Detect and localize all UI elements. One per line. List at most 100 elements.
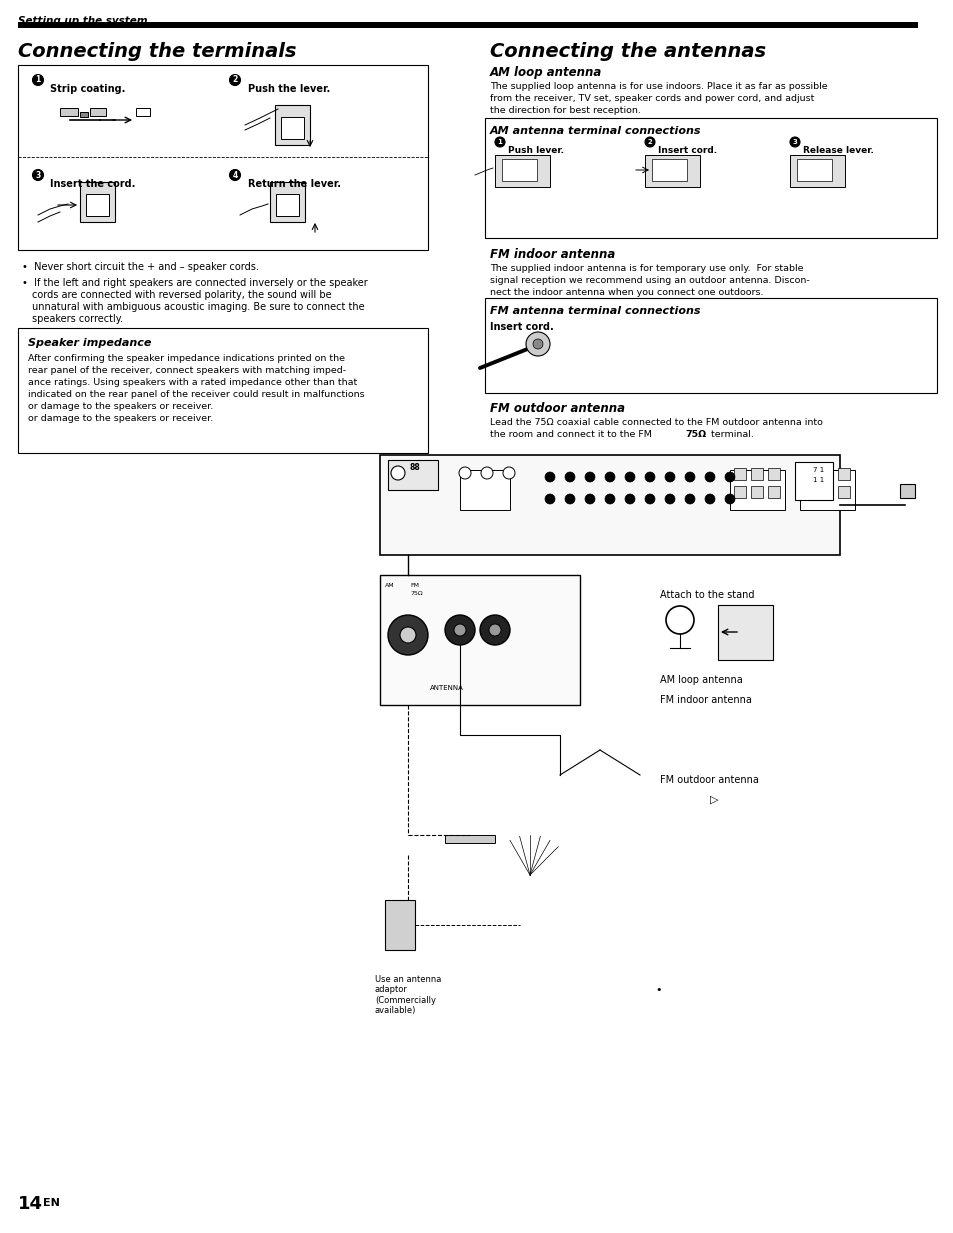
Text: •  If the left and right speakers are connected inversely or the speaker: • If the left and right speakers are con…	[22, 277, 367, 289]
Text: Insert cord.: Insert cord.	[490, 322, 553, 332]
Bar	[136, 109, 150, 116]
Text: AM loop antenna: AM loop antenna	[659, 674, 742, 686]
Circle shape	[533, 339, 542, 349]
Circle shape	[604, 494, 615, 504]
Text: 3: 3	[792, 139, 797, 145]
Text: Release lever.: Release lever.	[802, 145, 873, 155]
Text: from the receiver, TV set, speaker cords and power cord, and adjust: from the receiver, TV set, speaker cords…	[490, 94, 814, 104]
Circle shape	[495, 137, 504, 147]
Text: Lead the 75Ω coaxial cable connected to the FM outdoor antenna into: Lead the 75Ω coaxial cable connected to …	[490, 418, 822, 427]
Circle shape	[32, 74, 44, 85]
Text: or damage to the speakers or receiver.: or damage to the speakers or receiver.	[28, 402, 213, 411]
Bar	[80, 112, 88, 117]
Bar	[767, 469, 780, 480]
Text: 4: 4	[233, 170, 237, 180]
Text: 75Ω: 75Ω	[410, 591, 422, 596]
Bar	[90, 109, 106, 116]
Bar	[270, 182, 305, 222]
Text: AM loop antenna: AM loop antenna	[490, 67, 601, 79]
Text: Use an antenna
adaptor
(Commercially
available): Use an antenna adaptor (Commercially ava…	[375, 975, 441, 1015]
Text: 1: 1	[35, 75, 41, 85]
Bar	[821, 486, 832, 498]
Text: signal reception we recommend using an outdoor antenna. Discon-: signal reception we recommend using an o…	[490, 276, 809, 285]
Text: ance ratings. Using speakers with a rated impedance other than that: ance ratings. Using speakers with a rate…	[28, 379, 356, 387]
Bar	[501, 159, 537, 181]
Text: ANTENNA: ANTENNA	[430, 686, 463, 690]
Text: EN: EN	[43, 1198, 60, 1208]
Circle shape	[724, 494, 734, 504]
Circle shape	[644, 137, 655, 147]
Circle shape	[624, 472, 635, 482]
Text: 88: 88	[410, 464, 420, 472]
Text: Speaker impedance: Speaker impedance	[28, 338, 152, 348]
Circle shape	[604, 472, 615, 482]
Circle shape	[684, 472, 695, 482]
Bar	[803, 469, 815, 480]
Bar	[379, 575, 579, 705]
Bar	[803, 486, 815, 498]
Bar	[274, 105, 310, 145]
Text: Push the lever.: Push the lever.	[248, 84, 330, 94]
Circle shape	[479, 615, 510, 645]
Bar	[796, 159, 831, 181]
Bar	[729, 470, 784, 510]
Text: terminal.: terminal.	[707, 430, 753, 439]
Circle shape	[724, 472, 734, 482]
Text: FM antenna terminal connections: FM antenna terminal connections	[490, 306, 700, 316]
Bar	[794, 462, 832, 501]
Circle shape	[544, 472, 555, 482]
Text: or damage to the speakers or receiver.: or damage to the speakers or receiver.	[28, 414, 213, 423]
Bar	[651, 159, 686, 181]
Text: Strip coating.: Strip coating.	[50, 84, 125, 94]
Circle shape	[444, 615, 475, 645]
Bar	[388, 460, 437, 490]
Bar	[644, 155, 700, 187]
Circle shape	[399, 628, 416, 642]
Bar	[484, 298, 936, 393]
Text: Push lever.: Push lever.	[507, 145, 563, 155]
Bar	[750, 469, 762, 480]
Text: Insert cord.: Insert cord.	[658, 145, 717, 155]
Bar	[899, 485, 914, 498]
Text: 2: 2	[233, 75, 237, 85]
Text: 1: 1	[497, 139, 502, 145]
Bar	[18, 328, 428, 453]
Text: Attach to the stand: Attach to the stand	[659, 591, 754, 600]
Bar	[733, 486, 745, 498]
Text: 1 1: 1 1	[812, 477, 823, 483]
Circle shape	[480, 467, 493, 478]
Text: FM outdoor antenna: FM outdoor antenna	[659, 776, 758, 785]
Bar	[281, 117, 304, 139]
Bar	[837, 486, 849, 498]
Circle shape	[388, 615, 428, 655]
Circle shape	[664, 494, 675, 504]
Circle shape	[564, 494, 575, 504]
Text: FM: FM	[410, 583, 418, 588]
Text: The supplied loop antenna is for use indoors. Place it as far as possible: The supplied loop antenna is for use ind…	[490, 83, 827, 91]
Circle shape	[454, 624, 465, 636]
Circle shape	[230, 169, 240, 180]
Bar	[459, 470, 510, 510]
Text: Setting up the system: Setting up the system	[18, 16, 148, 26]
Circle shape	[789, 137, 800, 147]
Text: The supplied indoor antenna is for temporary use only.  For stable: The supplied indoor antenna is for tempo…	[490, 264, 802, 272]
Bar	[80, 182, 115, 222]
Bar	[837, 469, 849, 480]
Bar	[484, 118, 936, 238]
Text: Connecting the antennas: Connecting the antennas	[490, 42, 765, 60]
Text: indicated on the rear panel of the receiver could result in malfunctions: indicated on the rear panel of the recei…	[28, 390, 364, 399]
Text: Return the lever.: Return the lever.	[248, 179, 340, 189]
Text: 75Ω: 75Ω	[684, 430, 705, 439]
Text: Connecting the terminals: Connecting the terminals	[18, 42, 296, 60]
Bar	[800, 470, 854, 510]
Bar	[444, 835, 495, 843]
Text: 14: 14	[18, 1195, 43, 1213]
Text: the room and connect it to the FM: the room and connect it to the FM	[490, 430, 654, 439]
Circle shape	[564, 472, 575, 482]
Bar	[385, 900, 415, 949]
Bar	[86, 194, 109, 216]
Text: the direction for best reception.: the direction for best reception.	[490, 106, 640, 115]
Circle shape	[704, 494, 714, 504]
Text: After confirming the speaker impedance indications printed on the: After confirming the speaker impedance i…	[28, 354, 345, 363]
Bar	[733, 469, 745, 480]
